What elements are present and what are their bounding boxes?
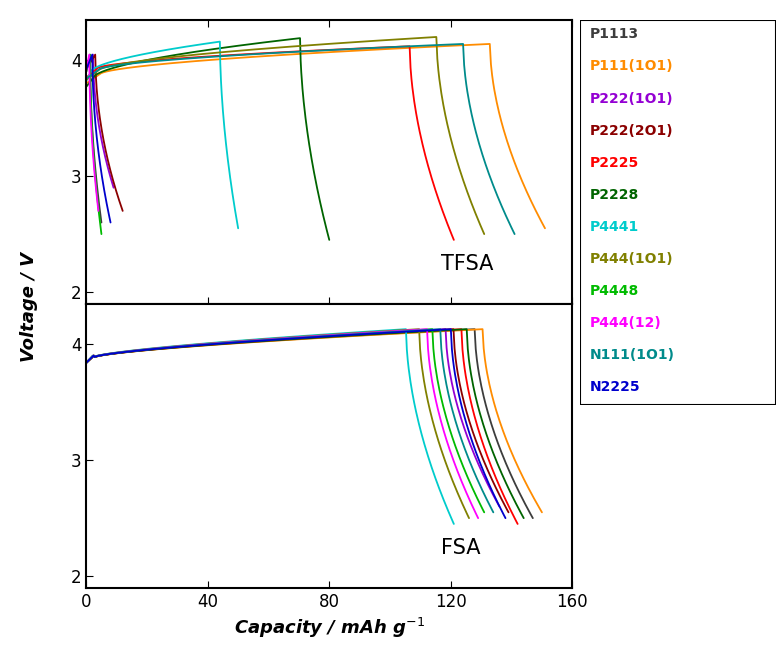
Text: P444(12): P444(12) — [590, 316, 662, 330]
Text: P111(1O1): P111(1O1) — [590, 59, 673, 73]
Text: FSA: FSA — [441, 537, 481, 558]
Text: P1113: P1113 — [590, 27, 639, 41]
Text: N2225: N2225 — [590, 381, 641, 394]
Text: N111(1O1): N111(1O1) — [590, 348, 675, 362]
Text: P222(1O1): P222(1O1) — [590, 91, 673, 106]
Text: P2228: P2228 — [590, 188, 639, 202]
Text: P2225: P2225 — [590, 155, 639, 170]
Text: P222(2O1): P222(2O1) — [590, 123, 673, 138]
Text: TFSA: TFSA — [441, 253, 493, 274]
Text: P4448: P4448 — [590, 284, 639, 298]
Text: Voltage / V: Voltage / V — [20, 252, 38, 362]
X-axis label: Capacity / mAh g$^{-1}$: Capacity / mAh g$^{-1}$ — [234, 616, 425, 640]
Text: P4441: P4441 — [590, 220, 639, 234]
Text: P444(1O1): P444(1O1) — [590, 252, 673, 266]
